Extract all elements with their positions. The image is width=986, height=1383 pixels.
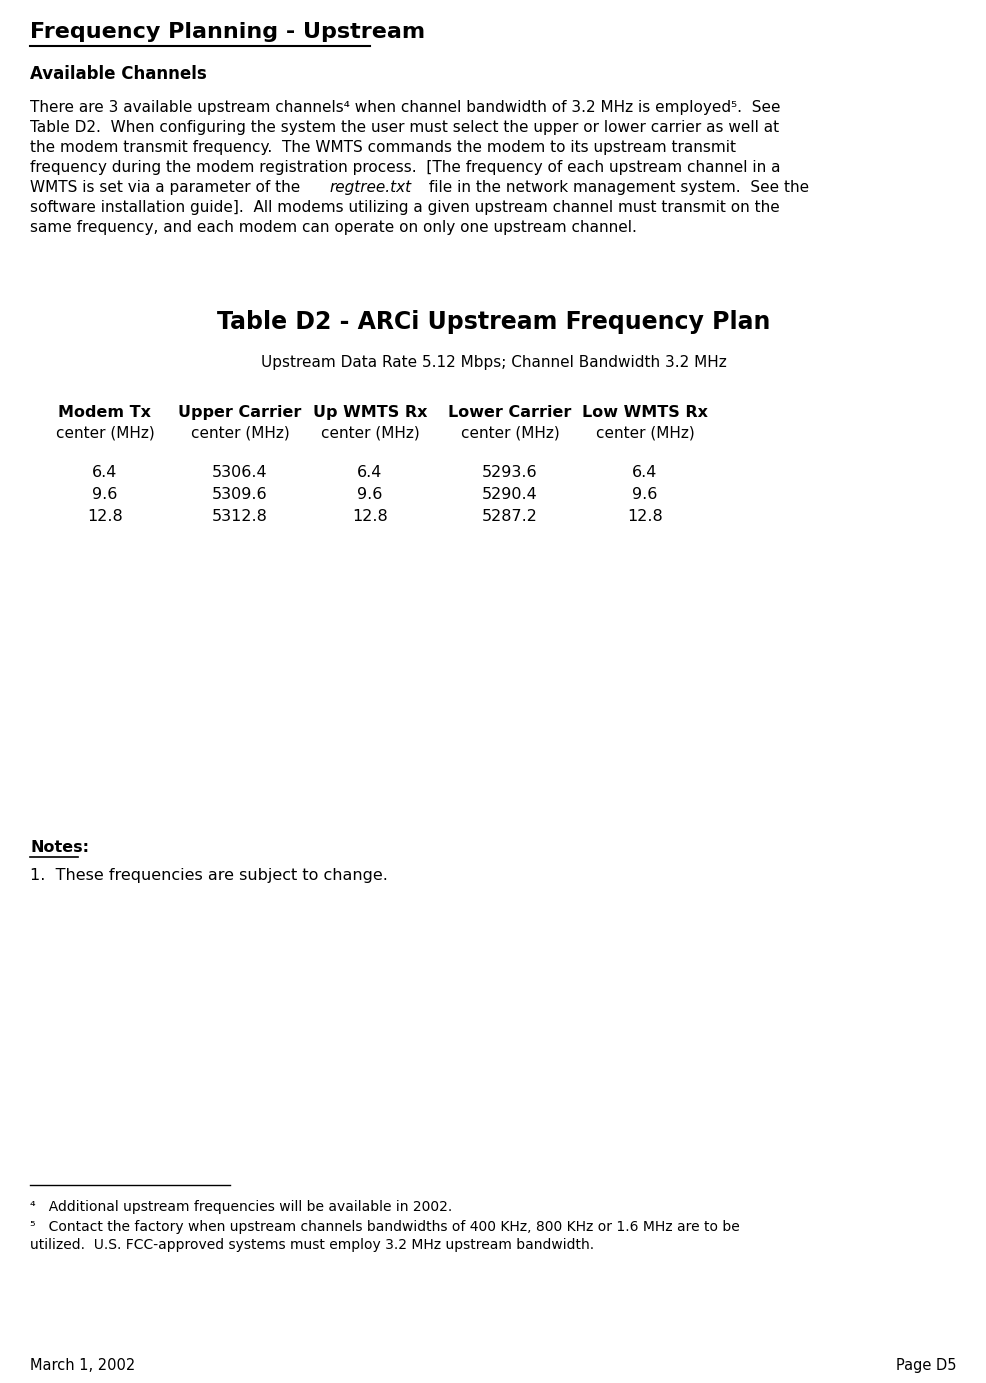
- Text: Table D2.  When configuring the system the user must select the upper or lower c: Table D2. When configuring the system th…: [30, 120, 778, 136]
- Text: 9.6: 9.6: [357, 487, 383, 502]
- Text: center (MHz): center (MHz): [460, 425, 559, 440]
- Text: ⁴   Additional upstream frequencies will be available in 2002.: ⁴ Additional upstream frequencies will b…: [30, 1200, 452, 1214]
- Text: utilized.  U.S. FCC-approved systems must employ 3.2 MHz upstream bandwidth.: utilized. U.S. FCC-approved systems must…: [30, 1238, 594, 1252]
- Text: 12.8: 12.8: [87, 509, 122, 524]
- Text: There are 3 available upstream channels⁴ when channel bandwidth of 3.2 MHz is em: There are 3 available upstream channels⁴…: [30, 100, 780, 115]
- Text: same frequency, and each modem can operate on only one upstream channel.: same frequency, and each modem can opera…: [30, 220, 636, 235]
- Text: regtree.txt: regtree.txt: [329, 180, 411, 195]
- Text: Page D5: Page D5: [895, 1358, 956, 1373]
- Text: Available Channels: Available Channels: [30, 65, 206, 83]
- Text: 5293.6: 5293.6: [482, 465, 537, 480]
- Text: 5312.8: 5312.8: [212, 509, 267, 524]
- Text: Lower Carrier: Lower Carrier: [448, 405, 571, 420]
- Text: the modem transmit frequency.  The WMTS commands the modem to its upstream trans: the modem transmit frequency. The WMTS c…: [30, 140, 736, 155]
- Text: Upper Carrier: Upper Carrier: [178, 405, 302, 420]
- Text: 5287.2: 5287.2: [481, 509, 537, 524]
- Text: file in the network management system.  See the: file in the network management system. S…: [423, 180, 808, 195]
- Text: Table D2 - ARCi Upstream Frequency Plan: Table D2 - ARCi Upstream Frequency Plan: [217, 310, 769, 335]
- Text: 12.8: 12.8: [626, 509, 663, 524]
- Text: software installation guide].  All modems utilizing a given upstream channel mus: software installation guide]. All modems…: [30, 201, 779, 214]
- Text: 12.8: 12.8: [352, 509, 387, 524]
- Text: 9.6: 9.6: [632, 487, 657, 502]
- Text: 5306.4: 5306.4: [212, 465, 267, 480]
- Text: Frequency Planning - Upstream: Frequency Planning - Upstream: [30, 22, 425, 41]
- Text: frequency during the modem registration process.  [The frequency of each upstrea: frequency during the modem registration …: [30, 160, 780, 176]
- Text: March 1, 2002: March 1, 2002: [30, 1358, 135, 1373]
- Text: Notes:: Notes:: [30, 839, 89, 855]
- Text: 6.4: 6.4: [357, 465, 383, 480]
- Text: ⁵   Contact the factory when upstream channels bandwidths of 400 KHz, 800 KHz or: ⁵ Contact the factory when upstream chan…: [30, 1220, 739, 1234]
- Text: Upstream Data Rate 5.12 Mbps; Channel Bandwidth 3.2 MHz: Upstream Data Rate 5.12 Mbps; Channel Ba…: [260, 355, 726, 371]
- Text: WMTS is set via a parameter of the: WMTS is set via a parameter of the: [30, 180, 305, 195]
- Text: center (MHz): center (MHz): [55, 425, 154, 440]
- Text: Modem Tx: Modem Tx: [58, 405, 151, 420]
- Text: Up WMTS Rx: Up WMTS Rx: [313, 405, 427, 420]
- Text: 6.4: 6.4: [93, 465, 117, 480]
- Text: Low WMTS Rx: Low WMTS Rx: [582, 405, 707, 420]
- Text: 5290.4: 5290.4: [481, 487, 537, 502]
- Text: 9.6: 9.6: [93, 487, 117, 502]
- Text: 5309.6: 5309.6: [212, 487, 267, 502]
- Text: center (MHz): center (MHz): [595, 425, 694, 440]
- Text: center (MHz): center (MHz): [320, 425, 419, 440]
- Text: 1.  These frequencies are subject to change.: 1. These frequencies are subject to chan…: [30, 869, 387, 882]
- Text: 6.4: 6.4: [632, 465, 657, 480]
- Text: center (MHz): center (MHz): [190, 425, 289, 440]
